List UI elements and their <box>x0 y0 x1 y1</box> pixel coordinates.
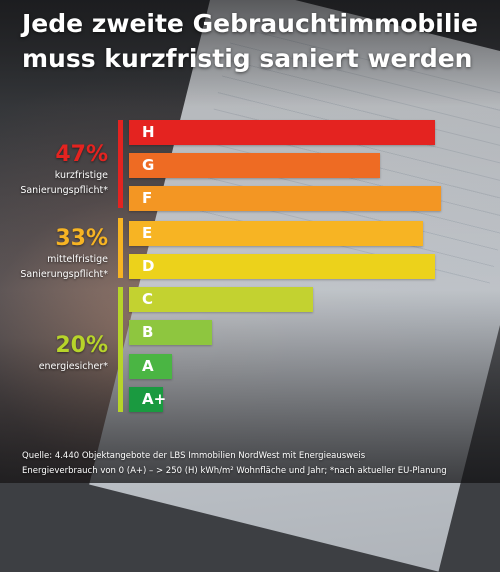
group-indicator-kurzfristig <box>118 120 123 208</box>
title-line-2: muss kurzfristig saniert werden <box>22 44 473 73</box>
bar-a: A <box>129 354 172 379</box>
bar-a-plus: A+ <box>129 387 166 412</box>
group-description-line2: Sanierungspflicht* <box>20 269 108 280</box>
group-label-energiesicher: 20% energiesicher* <box>0 333 108 374</box>
group-percent: 33% <box>55 226 108 251</box>
group-description-line2: Sanierungspflicht* <box>20 185 108 196</box>
bar-d: D <box>129 254 435 279</box>
group-percent: 20% <box>55 333 108 358</box>
bar-b: B <box>129 320 212 345</box>
source-note: Quelle: 4.440 Objektangebote der LBS Imm… <box>22 449 492 479</box>
title-line-1: Jede zweite Gebrauchtimmobilie <box>22 9 478 38</box>
bar-g: G <box>129 153 380 178</box>
group-description-line1: mittelfristige <box>47 254 108 265</box>
bar-c: C <box>129 287 313 312</box>
group-indicator-energiesicher <box>118 287 123 412</box>
chart-title: Jede zweite Gebrauchtimmobilie muss kurz… <box>22 6 492 76</box>
group-label-kurzfristig: 47% kurzfristige Sanierungspflicht* <box>0 142 108 198</box>
bar-e: E <box>129 221 423 246</box>
source-line-2: Energieverbrauch von 0 (A+) – > 250 (H) … <box>22 466 447 476</box>
bar-h: H <box>129 120 435 145</box>
group-percent: 47% <box>55 142 108 167</box>
group-label-mittelfristig: 33% mittelfristige Sanierungspflicht* <box>0 226 108 282</box>
group-indicator-mittelfristig <box>118 218 123 278</box>
source-line-1: Quelle: 4.440 Objektangebote der LBS Imm… <box>22 451 366 461</box>
group-description-line1: kurzfristige <box>54 170 108 181</box>
bar-f: F <box>129 186 441 211</box>
group-description-line1: energiesicher* <box>38 361 108 372</box>
